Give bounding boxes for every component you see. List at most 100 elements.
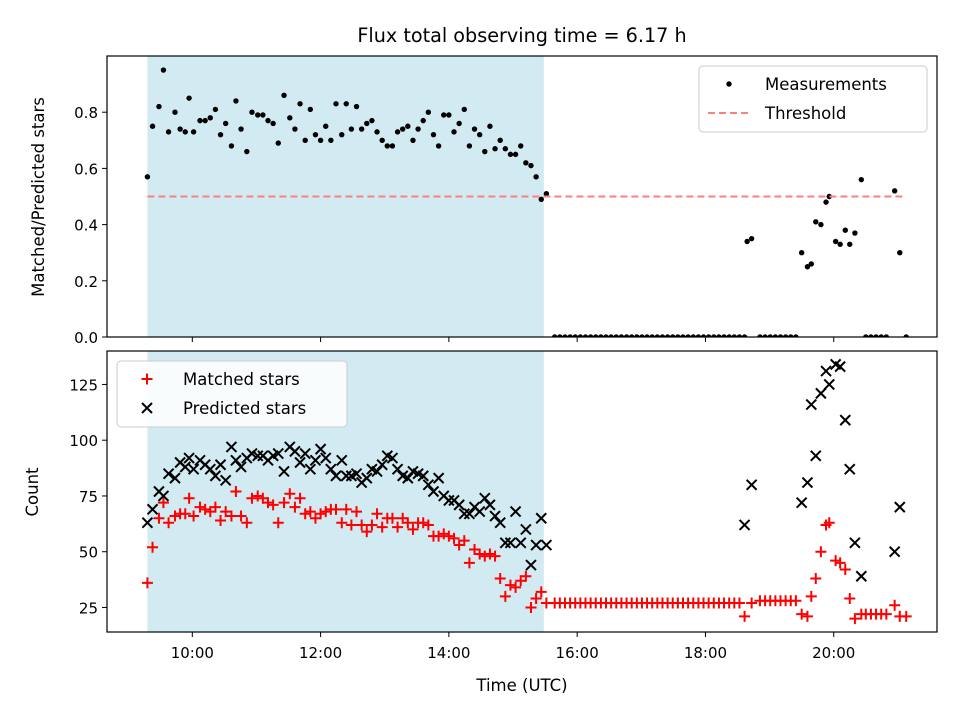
measurement-point	[425, 109, 432, 115]
measurement-point	[858, 176, 865, 183]
measurement-point	[312, 131, 319, 138]
predicted-star-point	[432, 472, 445, 484]
measurement-point	[863, 334, 869, 337]
matched-star-point	[402, 517, 414, 529]
predicted-star-point	[169, 472, 181, 484]
measurement-point	[823, 199, 829, 205]
predicted-star-point	[525, 559, 537, 571]
measurement-point	[772, 334, 779, 337]
measurement-point	[793, 334, 799, 337]
measurement-point	[543, 190, 550, 197]
ratio-y-tick-label: 0.0	[74, 329, 98, 347]
matched-star-point	[267, 499, 279, 511]
predicted-star-point	[535, 512, 547, 524]
measurement-point	[394, 129, 401, 135]
matched-star-point	[252, 490, 264, 502]
ratio-y-tick-label: 0.6	[74, 160, 98, 178]
measurement-point	[507, 151, 514, 158]
ratio-y-ticks: 0.0 0.2 0.4 0.6 0.8	[74, 104, 107, 347]
measurement-point	[675, 334, 681, 337]
matched-star-point	[179, 508, 191, 520]
matched-star-point	[733, 597, 745, 609]
predicted-star-point	[805, 398, 817, 411]
measurement-point	[634, 334, 640, 337]
measurement-point	[487, 123, 493, 129]
matched-star-point	[823, 517, 835, 529]
measurement-point	[482, 148, 488, 155]
matched-star-point	[839, 564, 851, 576]
ratio-legend: Measurements Threshold	[698, 65, 928, 133]
matched-star-point	[183, 492, 195, 504]
predicted-star-point	[484, 499, 496, 511]
predicted-star-point	[214, 459, 227, 471]
matched-star-point	[215, 514, 227, 526]
matched-star-point	[299, 508, 311, 520]
measurement-point	[897, 250, 903, 256]
measurement-point	[265, 117, 271, 124]
predicted-star-point	[309, 454, 322, 466]
measurement-point	[281, 92, 287, 99]
matched-star-point	[330, 503, 342, 515]
count-y-axis-label: Count	[23, 467, 42, 517]
legend-measurements-marker	[726, 81, 732, 87]
measurement-point	[557, 334, 563, 337]
predicted-star-point	[402, 472, 414, 484]
matched-star-point	[510, 581, 522, 593]
ratio-axes-frame	[106, 55, 938, 338]
measurement-point	[659, 334, 666, 337]
measurement-point	[538, 196, 544, 203]
predicted-star-point	[330, 470, 342, 482]
x-tick-label: 10:00	[171, 644, 214, 662]
predicted-star-point	[299, 447, 311, 460]
measurement-point	[782, 334, 789, 337]
predicted-star-point	[376, 459, 388, 471]
x-tick-label: 20:00	[812, 644, 855, 662]
ratio-legend-box	[698, 65, 928, 133]
matched-star-point	[157, 497, 169, 509]
measurement-point	[466, 143, 473, 149]
matched-star-point	[345, 519, 357, 531]
measurement-point	[292, 126, 298, 132]
predicted-star-point	[350, 467, 363, 480]
legend-label: Matched stars	[183, 370, 300, 389]
measurement-point	[328, 137, 334, 143]
count-y-ticks: 25 50 75 100 125	[69, 376, 107, 617]
measurement-point	[832, 238, 839, 245]
measurement-point	[608, 334, 614, 337]
matched-star-point	[262, 497, 274, 509]
measurement-point	[883, 334, 890, 337]
measurement-point	[446, 112, 452, 118]
predicted-star-point	[325, 463, 337, 475]
matched-star-point	[790, 595, 802, 607]
measurement-point	[685, 334, 691, 337]
measurement-point	[664, 334, 671, 337]
matched-star-point	[194, 501, 206, 513]
predicted-star-point	[855, 570, 868, 582]
matched-star-point	[371, 508, 383, 520]
matched-star-point	[392, 521, 404, 533]
matched-star-point	[805, 590, 817, 602]
matched-star-point	[438, 528, 450, 540]
measurement-point	[497, 137, 503, 143]
legend-matched-marker	[141, 373, 153, 385]
ratio-panel: 0.00.20.40.60.8 Matched/Predicted stars …	[29, 55, 938, 347]
measurement-point	[628, 334, 635, 337]
measurement-point	[757, 334, 763, 337]
predicted-star-point	[146, 503, 159, 516]
matched-star-point	[535, 586, 547, 598]
predicted-star-point	[336, 454, 348, 466]
count-legend: Matched stars Predicted stars	[116, 360, 348, 428]
matched-star-point	[810, 572, 822, 584]
predicted-star-point	[823, 378, 835, 391]
measurement-point	[244, 148, 250, 155]
measurement-point	[389, 143, 396, 149]
measurement-point	[690, 334, 696, 337]
matched-star-point	[315, 508, 327, 520]
predicted-star-point	[209, 470, 222, 482]
measurement-point	[552, 334, 558, 337]
ratio-plot-area	[144, 67, 909, 337]
measurement-point	[374, 129, 380, 135]
measurement-point	[644, 334, 650, 337]
count-y-tick-label: 25	[79, 599, 98, 617]
predicted-star-point	[361, 472, 373, 484]
